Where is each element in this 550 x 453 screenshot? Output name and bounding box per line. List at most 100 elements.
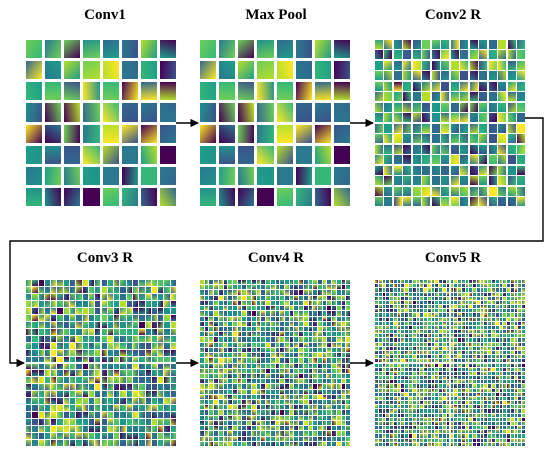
feature-map-tile [200, 300, 204, 306]
feature-map-tile [237, 347, 242, 353]
feature-map-tile [460, 50, 469, 60]
feature-map-tile [63, 328, 70, 335]
feature-map-tile [458, 409, 461, 413]
feature-map-tile [480, 288, 484, 292]
feature-map-tile [280, 431, 284, 436]
feature-map-tile [446, 292, 450, 296]
feature-map-tile [45, 82, 62, 101]
feature-map-tile [393, 371, 397, 376]
feature-map-tile [223, 300, 228, 306]
feature-map-tile [427, 334, 431, 338]
feature-map-tile [333, 40, 350, 59]
feature-map-tile [479, 165, 488, 175]
feature-map-tile [313, 400, 317, 405]
feature-map-tile [488, 401, 492, 405]
feature-map-tile [170, 314, 176, 321]
feature-map-tile [145, 328, 151, 335]
feature-map-tile [454, 405, 458, 409]
feature-map-tile [32, 300, 38, 307]
feature-map-tile [45, 124, 62, 143]
feature-map-tile [261, 389, 266, 394]
feature-map-tile [480, 384, 484, 388]
feature-map-tile [327, 316, 332, 321]
feature-map-tile [256, 415, 261, 420]
feature-map-tile [322, 321, 327, 326]
feature-map-tile [461, 413, 465, 417]
feature-map-tile [484, 346, 488, 350]
feature-map-tile [431, 313, 435, 317]
feature-map-tile [251, 415, 256, 420]
feature-map-tile [145, 300, 151, 307]
feature-map-tile [431, 288, 435, 292]
feature-map-tile [151, 307, 158, 314]
feature-map-tile [132, 440, 139, 446]
feature-map-tile [247, 295, 251, 300]
feature-map-tile [484, 392, 488, 396]
feature-map-tile [442, 396, 446, 401]
feature-map-tile [107, 328, 114, 335]
feature-map-tile [313, 436, 317, 441]
feature-map-tile [107, 363, 114, 370]
feature-map-tile [492, 325, 495, 330]
feature-map-tile [518, 350, 522, 355]
feature-map-tile [233, 285, 237, 290]
feature-map-tile [200, 358, 204, 363]
feature-map-tile [431, 346, 435, 350]
feature-map-tile [507, 165, 516, 175]
feature-map-tile [498, 113, 507, 123]
feature-map-tile [299, 353, 303, 358]
feature-map-tile [458, 342, 461, 346]
feature-map-tile [51, 391, 57, 398]
feature-map-tile [209, 280, 214, 285]
feature-map-tile [401, 305, 405, 309]
feature-map-tile [382, 296, 386, 300]
feature-map-tile [375, 40, 383, 49]
feature-map-tile [446, 359, 450, 363]
feature-map-tile [280, 295, 284, 300]
feature-map-tile [397, 350, 401, 355]
feature-map-tile [132, 342, 139, 349]
feature-map-tile [424, 438, 427, 442]
feature-map-tile [204, 441, 209, 446]
feature-map-tile [446, 300, 450, 305]
feature-map-tile [341, 300, 346, 306]
feature-map-tile [488, 321, 492, 325]
feature-map-tile [242, 389, 247, 394]
feature-map-tile [390, 334, 393, 338]
feature-map-tile [327, 373, 332, 379]
feature-map-tile [284, 285, 289, 290]
feature-map-tile [76, 356, 82, 363]
feature-map-tile [270, 373, 275, 379]
feature-map-tile [454, 430, 458, 434]
feature-map-tile [223, 405, 228, 410]
feature-map-tile [322, 436, 327, 441]
feature-map-tile [57, 412, 63, 419]
feature-map-tile [44, 405, 51, 412]
feature-map-tile [209, 415, 214, 420]
feature-map-tile [223, 368, 228, 373]
feature-map-tile [499, 442, 503, 446]
feature-map-tile [317, 400, 322, 405]
feature-map-tile [427, 346, 431, 350]
feature-map-tile [261, 337, 266, 342]
feature-map-tile [101, 363, 107, 370]
feature-map-tile [431, 165, 440, 175]
feature-map-tile [514, 413, 518, 417]
feature-map-tile [261, 358, 266, 363]
feature-map-tile [280, 290, 284, 295]
feature-map-tile [132, 328, 139, 335]
feature-map-tile [454, 338, 458, 342]
feature-map-tile [405, 430, 408, 434]
feature-map-tile [522, 309, 525, 313]
feature-map-tile [469, 317, 473, 321]
feature-map-tile [460, 123, 469, 133]
feature-map-tile [441, 60, 450, 70]
feature-map-tile [256, 280, 261, 285]
feature-map-tile [218, 280, 223, 285]
feature-map-tile [51, 363, 57, 370]
feature-map-tile [479, 134, 488, 144]
feature-map-tile [257, 82, 274, 101]
feature-map-tile [145, 412, 151, 419]
feature-map-tile [26, 82, 43, 101]
feature-map-tile [114, 370, 120, 377]
